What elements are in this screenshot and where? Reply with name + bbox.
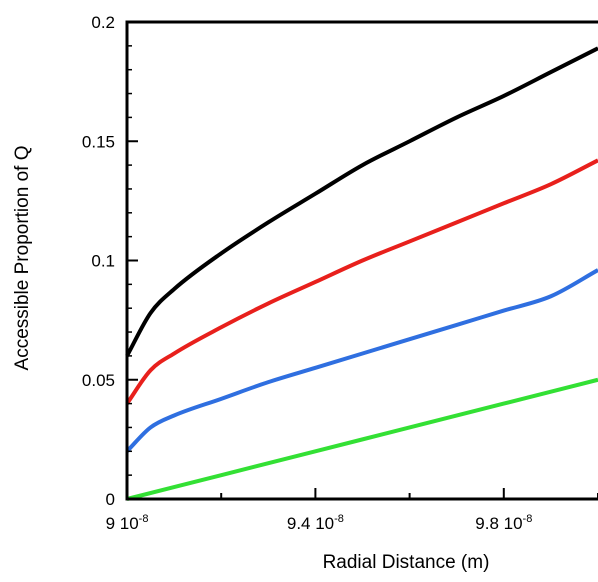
y-tick-label: 0.1 (91, 252, 115, 271)
series-layer (125, 46, 598, 501)
x-tick-label: 9.4 10-8 (287, 513, 344, 533)
y-tick-label: 0 (106, 490, 115, 509)
series-line-3 (125, 268, 598, 453)
y-tick-label: 0.15 (82, 132, 115, 151)
labels-layer: 0 0.05 0.1 0.15 0.2 9 10-8 9.4 10-8 9.8 10-8 (82, 13, 532, 533)
y-tick-label: 0.2 (91, 13, 115, 32)
x-axis-title: Radial Distance (m) (323, 552, 490, 573)
axes-layer (125, 20, 598, 501)
x-tick-label: 9.8 10-8 (475, 513, 532, 533)
y-axis-title: Accessible Proportion of Q (12, 146, 33, 371)
series-line-1 (125, 46, 598, 357)
series-line-4 (126, 377, 598, 501)
y-tick-label: 0.05 (82, 371, 115, 390)
x-tick-label: 9 10-8 (106, 513, 149, 533)
series-line-2 (125, 158, 598, 405)
